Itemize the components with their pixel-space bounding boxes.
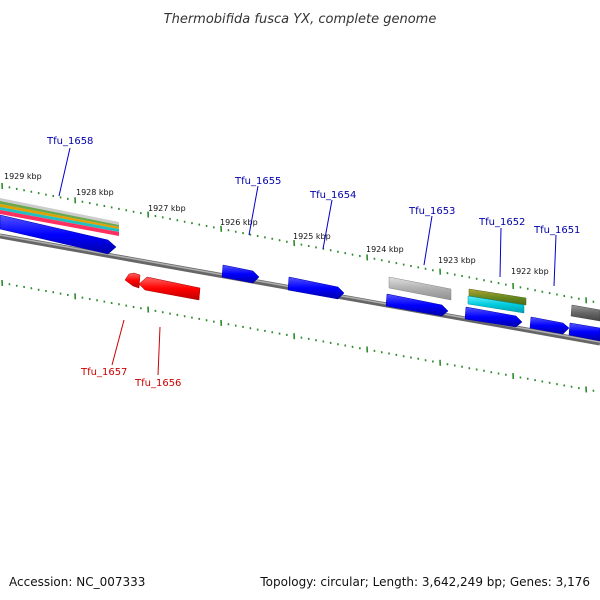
gene-label-tfu-1658[interactable]: Tfu_1658 (46, 136, 93, 147)
leader-lines-forward (58, 147, 557, 287)
feature-stack-tfu-1658[interactable] (0, 198, 119, 236)
kbp-tick-row-lower (1, 279, 595, 393)
kbp-label-1923: 1923 kbp (438, 256, 476, 265)
feature-tfu-1652-cyan[interactable] (467, 295, 525, 314)
gene-arrow-tfu-1658[interactable] (0, 214, 117, 255)
gene-label-tfu-1654[interactable]: Tfu_1654 (309, 190, 356, 201)
kbp-tick-row-upper (1, 182, 595, 304)
map-title: Thermobifida fusca YX, complete genome (164, 12, 437, 27)
gene-arrow-tfu-1651[interactable] (529, 316, 570, 335)
gene-label-tfu-1657[interactable]: Tfu_1657 (80, 367, 127, 378)
gene-arrow-right-edge[interactable] (568, 322, 600, 342)
gene-label-tfu-1652[interactable]: Tfu_1652 (478, 217, 525, 228)
feature-tfu-1653[interactable] (388, 276, 452, 301)
gene-arrow-tfu-1655[interactable] (221, 264, 260, 284)
kbp-label-1924: 1924 kbp (366, 245, 404, 254)
kbp-label-1929: 1929 kbp (4, 172, 42, 181)
gene-arrow-tfu-1656[interactable] (138, 276, 201, 301)
topology-text: Topology: circular; Length: 3,642,249 bp… (259, 575, 590, 589)
kbp-label-1926: 1926 kbp (220, 218, 258, 227)
accession-text: Accession: NC_007333 (9, 575, 145, 589)
gene-arrow-tfu-1653[interactable] (385, 293, 449, 317)
gene-arrow-tfu-1657[interactable] (124, 272, 141, 289)
gene-arrow-tfu-1652[interactable] (464, 306, 523, 328)
leader-lines-reverse (111, 319, 161, 376)
feature-dark-right[interactable] (570, 304, 600, 322)
gene-label-tfu-1651[interactable]: Tfu_1651 (533, 225, 580, 236)
gene-label-tfu-1656[interactable]: Tfu_1656 (134, 378, 181, 389)
kbp-label-1927: 1927 kbp (148, 204, 186, 213)
kbp-label-1922: 1922 kbp (511, 267, 549, 276)
gene-arrow-tfu-1654[interactable] (287, 276, 345, 300)
feature-tfu-1652-olive[interactable] (468, 288, 527, 306)
kbp-label-1928: 1928 kbp (76, 188, 114, 197)
gene-label-tfu-1653[interactable]: Tfu_1653 (408, 206, 455, 217)
gene-label-tfu-1655[interactable]: Tfu_1655 (234, 176, 281, 187)
kbp-label-1925: 1925 kbp (293, 232, 331, 241)
